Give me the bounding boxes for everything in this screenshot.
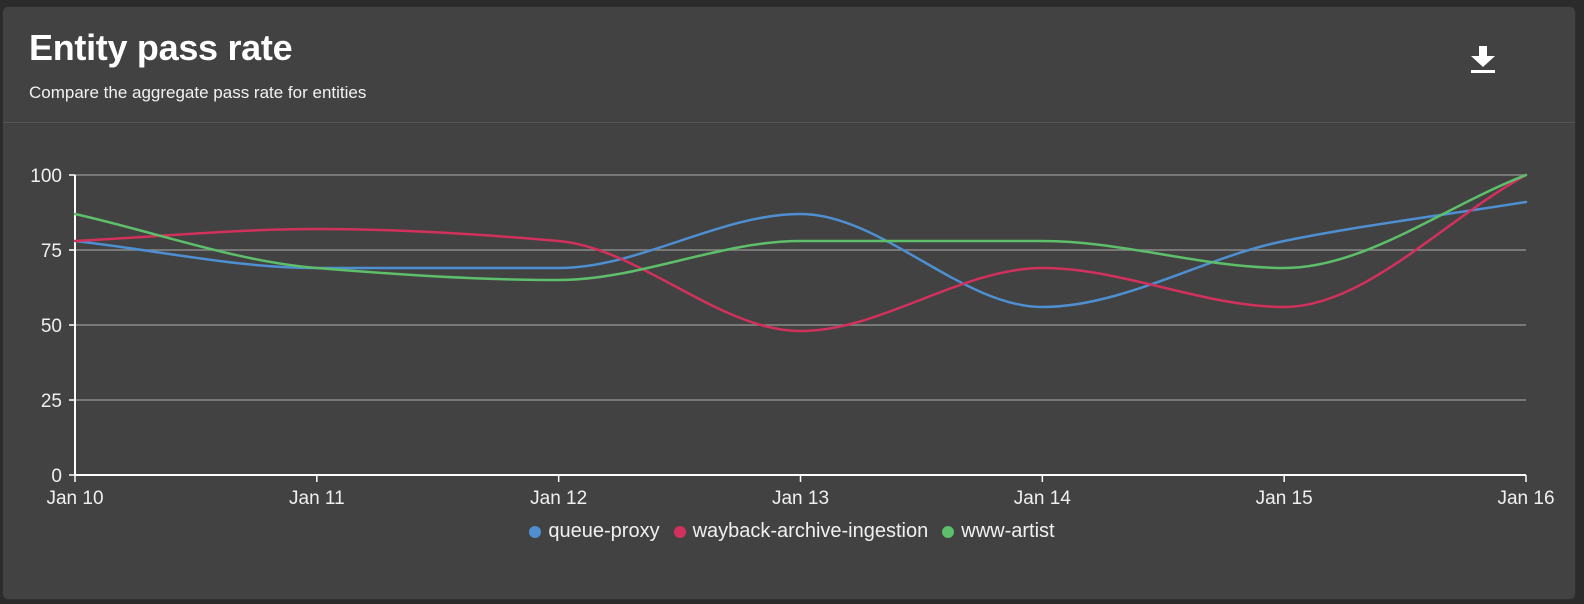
legend-dot-icon [674, 526, 686, 538]
x-tick-label: Jan 10 [46, 488, 103, 509]
legend-label: queue-proxy [548, 520, 659, 543]
series-line-queue-proxy [75, 202, 1526, 307]
y-axis-ticks: 0 25 50 75 100 [30, 166, 75, 487]
y-tick-label: 100 [30, 166, 62, 187]
x-tick-label: Jan 16 [1497, 488, 1554, 509]
series-lines [75, 175, 1526, 331]
x-tick-label: Jan 15 [1256, 488, 1313, 509]
chart-legend: queue-proxy wayback-archive-ingestion www-… [0, 520, 1584, 543]
y-tick-label: 0 [51, 466, 62, 487]
legend-item-wayback-archive-ingestion[interactable]: wayback-archive-ingestion [674, 520, 929, 543]
y-tick-label: 25 [41, 391, 62, 412]
x-axis-ticks: Jan 10 Jan 11 Jan 12 Jan 13 Jan 14 Jan 15 Jan … [46, 475, 1554, 509]
legend-dot-icon [529, 526, 541, 538]
series-line-wayback-archive-ingestion [75, 175, 1526, 331]
legend-label: www-artist [961, 520, 1054, 543]
legend-label: wayback-archive-ingestion [693, 520, 929, 543]
legend-item-queue-proxy[interactable]: queue-proxy [529, 520, 659, 543]
grid-lines [75, 175, 1526, 400]
legend-dot-icon [942, 526, 954, 538]
y-tick-label: 75 [41, 241, 62, 262]
series-line-www-artist [75, 175, 1526, 280]
y-tick-label: 50 [41, 316, 62, 337]
x-tick-label: Jan 14 [1014, 488, 1071, 509]
x-tick-label: Jan 12 [530, 488, 587, 509]
x-tick-label: Jan 13 [772, 488, 829, 509]
x-tick-label: Jan 11 [289, 488, 345, 509]
legend-item-www-artist[interactable]: www-artist [942, 520, 1054, 543]
